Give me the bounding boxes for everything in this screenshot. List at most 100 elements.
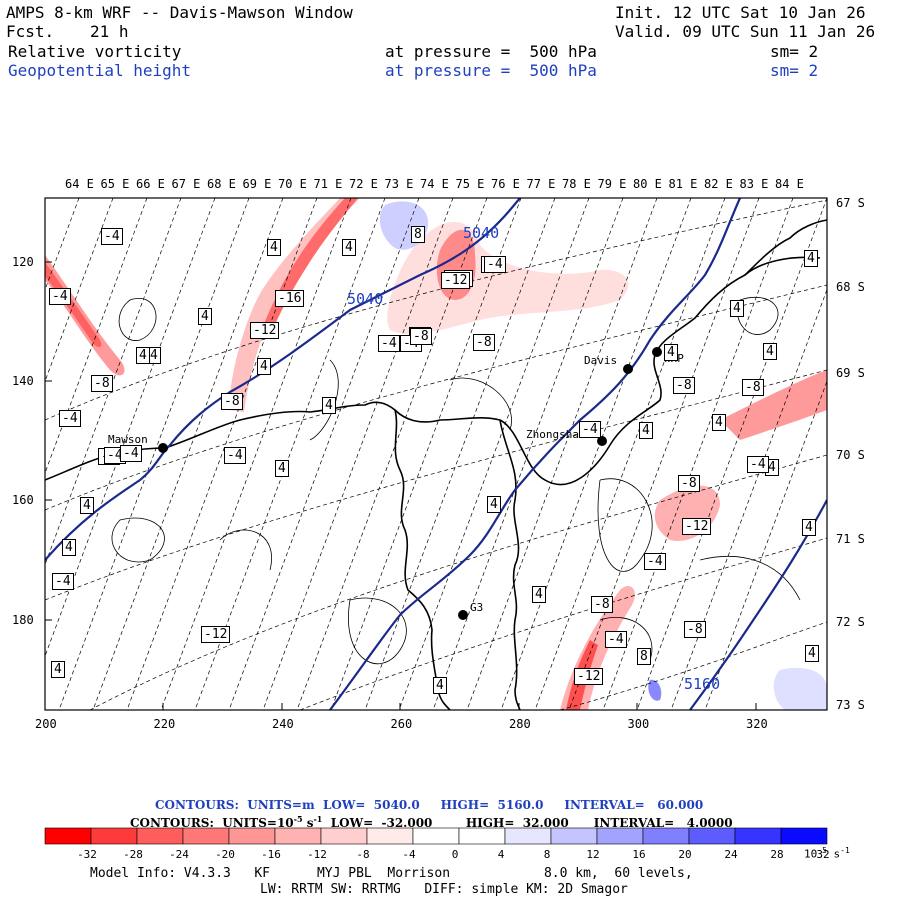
meridian-line	[194, 198, 386, 710]
colorbar	[44, 827, 828, 845]
vorticity-label-box: -4	[101, 228, 123, 245]
latitude-label: 67 S	[836, 196, 865, 210]
vorticity-label-box: 4	[80, 497, 94, 514]
latitude-label: 70 S	[836, 448, 865, 462]
meridian-line	[58, 198, 250, 710]
colorbar-tick-label: -12	[307, 848, 327, 861]
vorticity-label-box: 4	[804, 250, 818, 267]
colorbar-tick-label: -24	[169, 848, 189, 861]
colorbar-unit-base: 10	[804, 847, 818, 861]
longitude-label: 77 E	[526, 177, 556, 191]
vorticity-label-box: -8	[742, 379, 764, 396]
colorbar-tick-label: 24	[724, 848, 738, 861]
vorticity-label-box: 4	[51, 661, 65, 678]
height-label: 5160	[684, 675, 721, 693]
init-time: Init. 12 UTC Sat 10 Jan 26	[615, 3, 866, 22]
vorticity-label-box: 8	[637, 648, 651, 665]
colorbar-tick-label: 20	[678, 848, 692, 861]
vorticity-label-box: 4	[62, 539, 76, 556]
vorticity-label-box: 4	[342, 239, 356, 256]
longitude-label: 84 E	[775, 177, 804, 191]
latitude-label: 68 S	[836, 280, 865, 294]
longitude-label: 68 E	[207, 177, 236, 191]
bottom-axis-ticks	[44, 703, 757, 710]
field2-smoothing: sm= 2	[770, 61, 819, 80]
vorticity-label-box: -4	[59, 410, 81, 427]
meridian-line	[92, 198, 284, 710]
vorticity-units-text: CONTOURS: UNITS=10	[130, 816, 294, 830]
vorticity-label-box: 4	[136, 347, 150, 364]
station-label-g3: G3	[470, 601, 484, 614]
vorticity-label-box: 4	[267, 239, 281, 256]
meridian-line	[500, 198, 692, 710]
colorbar-segment	[44, 827, 92, 845]
meridian-line	[45, 198, 182, 566]
x-grid-label: 280	[509, 717, 531, 731]
longitude-label: 82 E	[704, 177, 733, 191]
x-grid-label: 260	[390, 717, 413, 731]
vorticity-label-box: -12	[201, 626, 231, 643]
x-grid-label: 200	[35, 717, 57, 731]
vorticity-label-box: -8	[221, 393, 243, 410]
vorticity-units-exp: -5	[293, 814, 303, 824]
meridian-line	[126, 198, 318, 710]
vorticity-label-box: -12	[682, 518, 712, 535]
longitude-label: 78 E	[562, 177, 591, 191]
vorticity-label-box: -8	[673, 377, 695, 394]
colorbar-tick-label: -28	[123, 848, 143, 861]
vort-area-east	[720, 370, 827, 440]
meridian-line	[160, 198, 352, 710]
vorticity-units-s: s	[302, 816, 314, 830]
vort-positive-south	[773, 667, 827, 710]
colorbar-tick-label: -16	[261, 848, 281, 861]
station-mawson-marker	[158, 443, 168, 453]
vorticity-label-box: -4	[579, 421, 601, 438]
longitude-label: 74 E	[420, 177, 449, 191]
meridian-line	[568, 198, 760, 710]
colorbar-unit-exp: -5	[817, 846, 827, 855]
longitude-label: 83 E	[739, 177, 769, 191]
x-grid-label: 300	[627, 717, 650, 731]
map-frame	[44, 197, 828, 711]
station-markers	[158, 347, 662, 620]
colorbar-tick-label: 0	[451, 848, 459, 861]
vorticity-label-box: -16	[275, 290, 305, 307]
meridian-line	[45, 198, 148, 474]
longitude-label: 70 E	[278, 177, 307, 191]
vorticity-label-box: -8	[473, 334, 495, 351]
colorbar-tick-label: -20	[215, 848, 235, 861]
vorticity-label-box: 4	[763, 343, 777, 360]
colorbar-tick-label: 32	[816, 848, 830, 861]
meridian-line	[364, 198, 556, 710]
vorticity-label-box: 8	[411, 226, 425, 243]
longitude-label: 65 E	[100, 177, 130, 191]
meridian-lines	[45, 198, 827, 710]
longitude-label: 72 E	[349, 177, 378, 191]
field1-smoothing: sm= 2	[770, 42, 819, 61]
meridian-line	[262, 198, 454, 710]
meridian-line	[534, 198, 726, 710]
x-grid-label: 240	[272, 717, 294, 731]
vorticity-label-box: -8	[591, 596, 613, 613]
colorbar-tick-label: 16	[632, 848, 646, 861]
colorbar-tick-label: -4	[402, 848, 416, 861]
vorticity-label-box: -12	[574, 668, 604, 685]
field1-level: at pressure = 500 hPa	[385, 42, 597, 61]
vorticity-label-box: 4	[802, 519, 816, 536]
latitude-label: 72 S	[836, 615, 865, 629]
station-label-davis: Davis	[584, 354, 618, 367]
meridian-line	[602, 198, 794, 710]
colorbar-tick-label: -8	[356, 848, 370, 861]
vorticity-label-box: -4	[644, 553, 666, 570]
station-g3-marker	[458, 610, 468, 620]
field1-name: Relative vorticity	[8, 42, 182, 61]
vorticity-label-box: 4	[198, 308, 212, 325]
vorticity-label-box: -8	[91, 375, 113, 392]
longitude-label: 76 E	[491, 177, 520, 191]
station-davis-marker	[623, 364, 633, 374]
vorticity-label-box: 4	[664, 344, 678, 361]
x-grid-label: 220	[153, 717, 176, 731]
vorticity-label-box: -8	[684, 621, 706, 638]
vorticity-label-box: 4	[275, 460, 289, 477]
colorbar-tick-label: -32	[77, 848, 97, 861]
